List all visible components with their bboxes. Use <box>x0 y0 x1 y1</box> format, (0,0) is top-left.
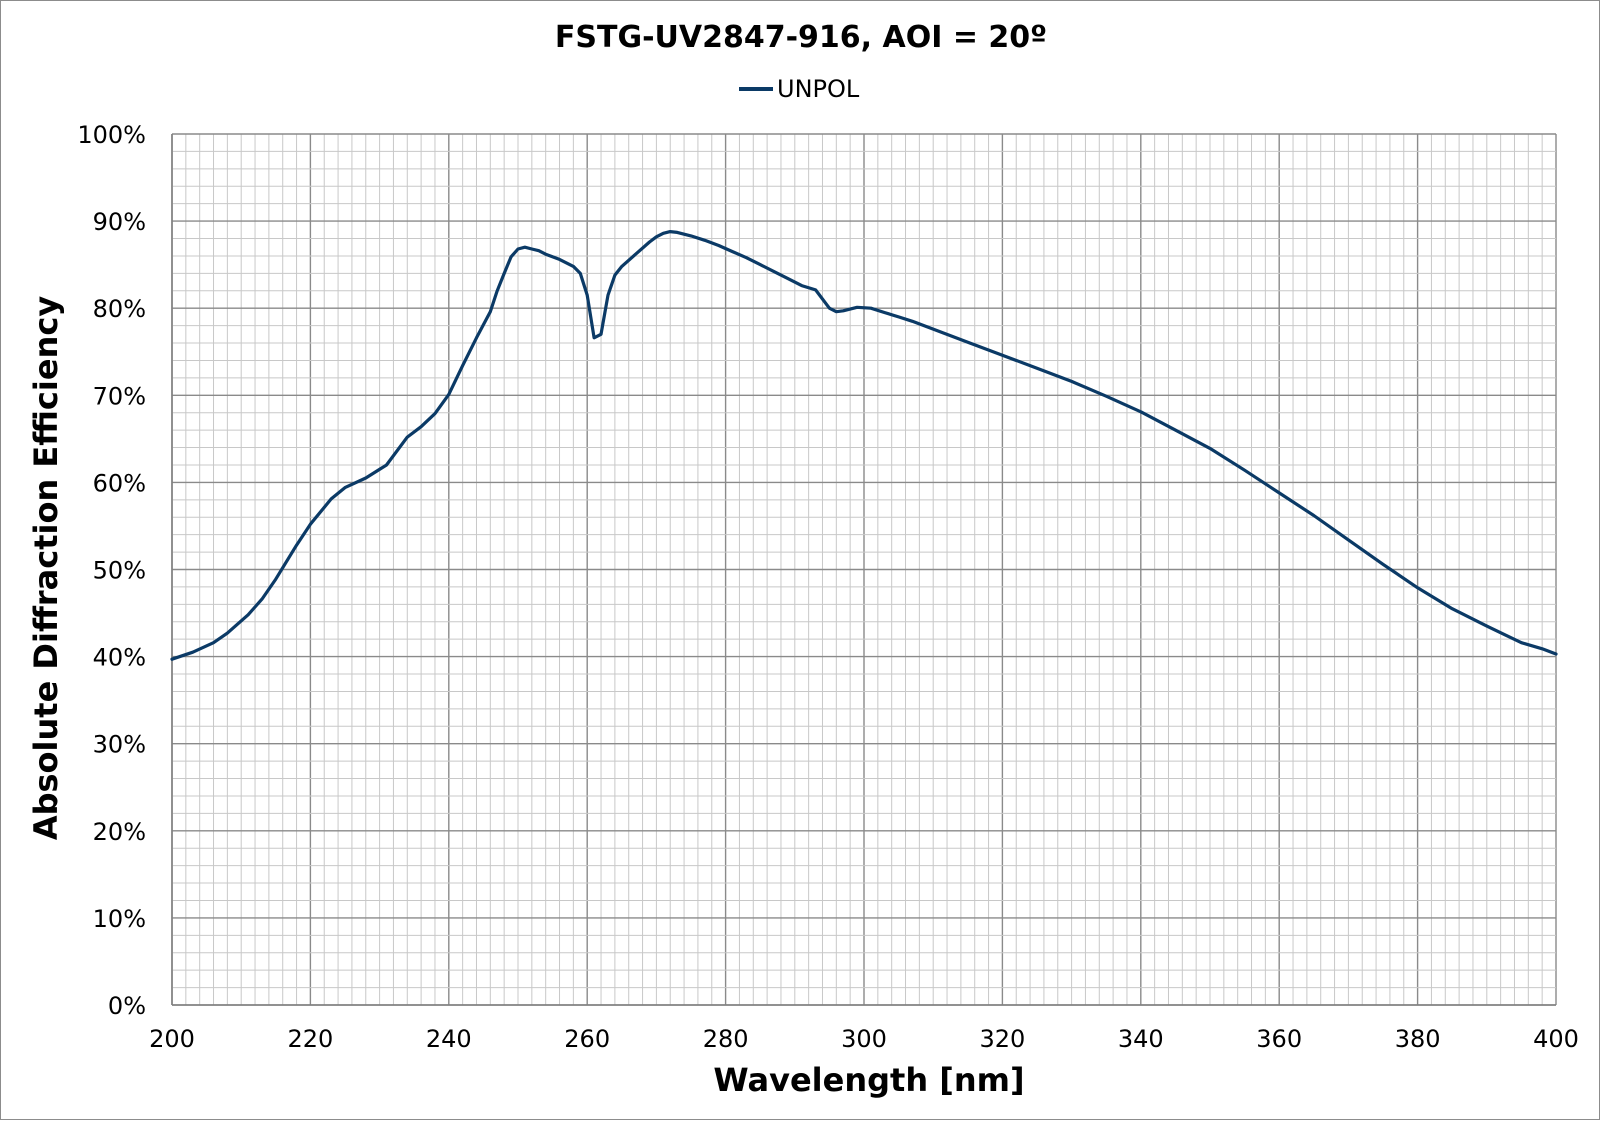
x-tick-label: 360 <box>1256 1025 1302 1053</box>
y-tick-label: 20% <box>93 818 146 846</box>
x-tick-label: 260 <box>564 1025 610 1053</box>
y-tick-label: 10% <box>93 905 146 933</box>
y-tick-label: 30% <box>93 731 146 759</box>
legend: UNPOL <box>739 75 860 103</box>
y-axis-label: Absolute Diffraction Efficiency <box>27 296 65 841</box>
x-tick-label: 200 <box>149 1025 195 1053</box>
x-tick-label: 400 <box>1533 1025 1579 1053</box>
tick-labels: 200 220 240 260 280 300 320 340 360 380 400 0% 10% 20… <box>77 121 1579 1053</box>
y-tick-label: 50% <box>93 557 146 585</box>
series-layer <box>170 230 1558 661</box>
y-tick-label: 40% <box>93 644 146 672</box>
y-tick-label: 0% <box>108 992 146 1020</box>
series-line-unpol <box>170 230 1558 661</box>
x-tick-label: 300 <box>841 1025 887 1053</box>
y-tick-label: 60% <box>93 469 146 497</box>
x-tick-label: 240 <box>426 1025 472 1053</box>
x-axis-label: Wavelength [nm] <box>713 1061 1024 1099</box>
y-tick-label: 70% <box>93 382 146 410</box>
grid <box>171 133 1557 1006</box>
y-tick-label: 90% <box>93 208 146 236</box>
y-tick-label: 100% <box>77 121 146 149</box>
legend-label-unpol: UNPOL <box>777 75 860 103</box>
chart-title: FSTG-UV2847-916, AOI = 20º <box>555 20 1047 55</box>
x-tick-label: 340 <box>1118 1025 1164 1053</box>
y-tick-label: 80% <box>93 295 146 323</box>
x-tick-label: 280 <box>703 1025 749 1053</box>
x-tick-label: 380 <box>1395 1025 1441 1053</box>
x-tick-label: 220 <box>287 1025 333 1053</box>
x-tick-label: 320 <box>979 1025 1025 1053</box>
